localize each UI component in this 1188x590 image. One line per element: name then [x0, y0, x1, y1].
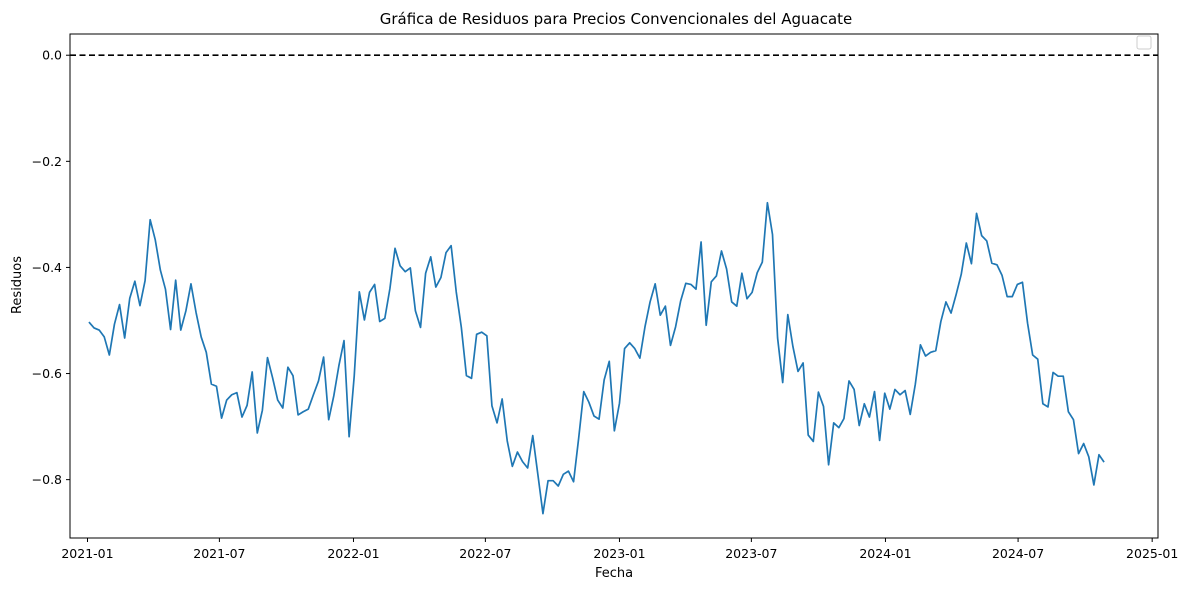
y-tick-label: −0.8: [32, 472, 62, 487]
y-tick-label: −0.4: [32, 260, 62, 275]
x-axis-ticks: 2021-01 2021-07 2022-01 2022-07 2023-01 2023-…: [61, 538, 1178, 561]
residuals-series-line: [88, 201, 1105, 515]
x-tick-label: 2025-01: [1126, 546, 1178, 561]
axes: [69, 33, 1159, 539]
x-tick-label: 2023-07: [725, 546, 777, 561]
x-tick-label: 2022-01: [327, 546, 379, 561]
x-tick-label: 2023-01: [593, 546, 645, 561]
x-tick-label: 2022-07: [459, 546, 511, 561]
x-tick-label: 2021-01: [61, 546, 113, 561]
axes-frame: [69, 33, 1159, 539]
y-tick-label: 0.0: [42, 48, 62, 63]
x-tick-label: 2024-01: [859, 546, 911, 561]
series-layer: [88, 201, 1105, 515]
legend-box: [1136, 35, 1152, 50]
y-axis-ticks: 0.0 −0.2 −0.4 −0.6 −0.8: [32, 48, 70, 487]
y-tick-label: −0.2: [32, 154, 62, 169]
chart-title: Gráfica de Residuos para Precios Convenc…: [380, 10, 853, 28]
y-axis-label: Residuos: [10, 256, 25, 314]
x-tick-label: 2021-07: [193, 546, 245, 561]
x-axis-label: Fecha: [595, 566, 633, 581]
x-tick-label: 2024-07: [992, 546, 1044, 561]
y-tick-label: −0.6: [32, 366, 62, 381]
